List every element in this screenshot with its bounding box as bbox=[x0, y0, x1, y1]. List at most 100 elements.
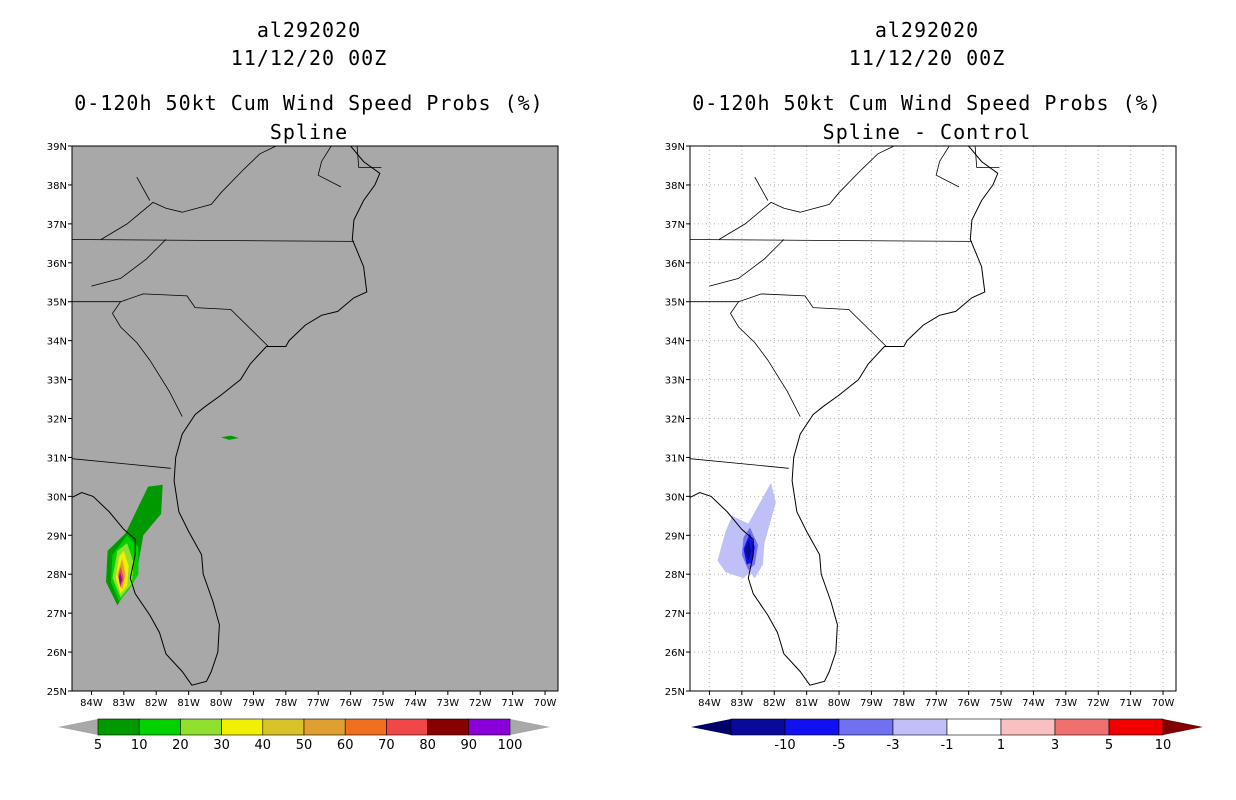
colorbar-label: 10 bbox=[131, 738, 148, 753]
state-border-1 bbox=[690, 301, 801, 417]
probability-contour-0 bbox=[717, 482, 776, 579]
colorbar-label: 70 bbox=[378, 738, 395, 753]
lat-tick-label: 38N bbox=[665, 181, 685, 192]
lon-tick-label: 70W bbox=[1152, 698, 1175, 709]
lon-tick-label: 75W bbox=[990, 698, 1013, 709]
lat-tick-label: 31N bbox=[665, 453, 685, 464]
colorbar-box bbox=[344, 718, 387, 736]
state-border-3 bbox=[690, 239, 972, 242]
state-border-0 bbox=[72, 458, 171, 469]
colorbar-label: 10 bbox=[1155, 738, 1172, 753]
colorbar-box bbox=[1000, 718, 1056, 736]
datetime-title: 11/12/20 00Z bbox=[848, 46, 1006, 70]
product-title: 0-120h 50kt Cum Wind Speed Probs (%) bbox=[692, 91, 1162, 115]
colorbar-label: 60 bbox=[337, 738, 354, 753]
lat-tick-label: 36N bbox=[47, 259, 67, 270]
lat-tick-label: 25N bbox=[47, 687, 67, 698]
lat-tick-label: 28N bbox=[47, 570, 67, 581]
lat-tick-label: 39N bbox=[47, 142, 67, 153]
lon-tick-label: 73W bbox=[1055, 698, 1078, 709]
lat-tick-label: 35N bbox=[665, 298, 685, 309]
lon-tick-label: 83W bbox=[731, 698, 754, 709]
lon-tick-label: 76W bbox=[957, 698, 980, 709]
state-border-0 bbox=[690, 458, 789, 469]
lat-tick-label: 29N bbox=[47, 531, 67, 542]
panel-subtitle: Spline - Control bbox=[822, 120, 1032, 144]
lon-tick-label: 77W bbox=[925, 698, 948, 709]
colorbar-box bbox=[730, 718, 786, 736]
lat-tick-label: 36N bbox=[665, 259, 685, 270]
colorbar-label: 5 bbox=[1105, 738, 1113, 753]
lat-tick-label: 28N bbox=[665, 570, 685, 581]
lon-tick-label: 76W bbox=[339, 698, 362, 709]
state-border-6 bbox=[136, 176, 151, 201]
lat-tick-label: 35N bbox=[47, 298, 67, 309]
colorbar-under-arrow bbox=[691, 719, 731, 735]
panel-subtitle: Spline bbox=[269, 120, 349, 144]
state-border-8 bbox=[974, 146, 1000, 168]
probability-contour-7 bbox=[221, 435, 239, 440]
lat-tick-label: 27N bbox=[47, 609, 67, 620]
colorbar-box bbox=[468, 718, 511, 736]
state-border-7 bbox=[317, 146, 342, 188]
state-border-2 bbox=[120, 293, 269, 347]
lon-tick-label: 79W bbox=[242, 698, 265, 709]
lon-tick-label: 74W bbox=[404, 698, 427, 709]
state-border-6 bbox=[754, 176, 769, 201]
lat-tick-label: 30N bbox=[665, 492, 685, 503]
lat-tick-label: 38N bbox=[47, 181, 67, 192]
lat-tick-label: 26N bbox=[47, 648, 67, 659]
colorbar-box bbox=[386, 718, 428, 736]
lat-tick-label: 31N bbox=[47, 453, 67, 464]
state-border-2 bbox=[738, 293, 887, 347]
lon-tick-label: 83W bbox=[113, 698, 136, 709]
lon-tick-label: 71W bbox=[1119, 698, 1142, 709]
lat-tick-label: 37N bbox=[47, 220, 67, 231]
state-border-3 bbox=[72, 239, 354, 242]
product-title: 0-120h 50kt Cum Wind Speed Probs (%) bbox=[74, 91, 544, 115]
lat-tick-label: 33N bbox=[47, 376, 67, 387]
colorbar-label: 40 bbox=[255, 738, 272, 753]
colorbar-label: -3 bbox=[887, 738, 900, 753]
lon-tick-label: 84W bbox=[80, 698, 103, 709]
lat-tick-label: 29N bbox=[665, 531, 685, 542]
lat-tick-label: 27N bbox=[665, 609, 685, 620]
colorbar-box bbox=[946, 718, 1002, 736]
lon-tick-label: 81W bbox=[177, 698, 200, 709]
map-content bbox=[690, 146, 1176, 691]
probability-contour-3 bbox=[745, 539, 752, 561]
left-map-figure: 84W 83W 82W 81W 80W 79W 78W 77W 76W 75W 74W 73W 72W 7… bbox=[47, 142, 559, 753]
colorbar-box bbox=[221, 718, 264, 736]
colorbar-over-arrow bbox=[1163, 719, 1203, 735]
lat-tick-label: 34N bbox=[665, 337, 685, 348]
colorbar-label: 20 bbox=[172, 738, 189, 753]
colorbar-box bbox=[180, 718, 222, 736]
state-border-7 bbox=[935, 146, 960, 188]
right-map-panel: al292020 11/12/20 00Z 0-120h 50kt Cum Wi… bbox=[618, 0, 1236, 800]
colorbar-box bbox=[892, 718, 948, 736]
lon-tick-label: 71W bbox=[501, 698, 524, 709]
state-border-4 bbox=[91, 239, 167, 287]
lon-tick-label: 84W bbox=[698, 698, 721, 709]
map-background bbox=[72, 146, 558, 691]
lon-tick-label: 72W bbox=[1087, 698, 1110, 709]
lon-tick-label: 75W bbox=[372, 698, 395, 709]
colorbar-box bbox=[838, 718, 894, 736]
colorbar-box bbox=[784, 718, 840, 736]
colorbar-box bbox=[303, 718, 346, 736]
lat-tick-label: 26N bbox=[665, 648, 685, 659]
colorbar-label: 50 bbox=[296, 738, 313, 753]
lat-tick-label: 25N bbox=[665, 687, 685, 698]
lon-tick-label: 82W bbox=[145, 698, 168, 709]
colorbar-box bbox=[97, 718, 140, 736]
lon-tick-label: 80W bbox=[210, 698, 233, 709]
lon-tick-label: 82W bbox=[763, 698, 786, 709]
colorbar-label: -1 bbox=[941, 738, 954, 753]
storm-id-title: al292020 bbox=[874, 18, 980, 42]
lon-tick-label: 78W bbox=[893, 698, 916, 709]
state-border-1 bbox=[72, 301, 183, 417]
colorbar-under-arrow bbox=[58, 719, 98, 735]
lon-tick-label: 81W bbox=[795, 698, 818, 709]
colorbar-box bbox=[1108, 718, 1164, 736]
right-map-figure: 84W 83W 82W 81W 80W 79W 78W 77W 76W 75W 74W 73W 72W 7… bbox=[665, 142, 1203, 753]
